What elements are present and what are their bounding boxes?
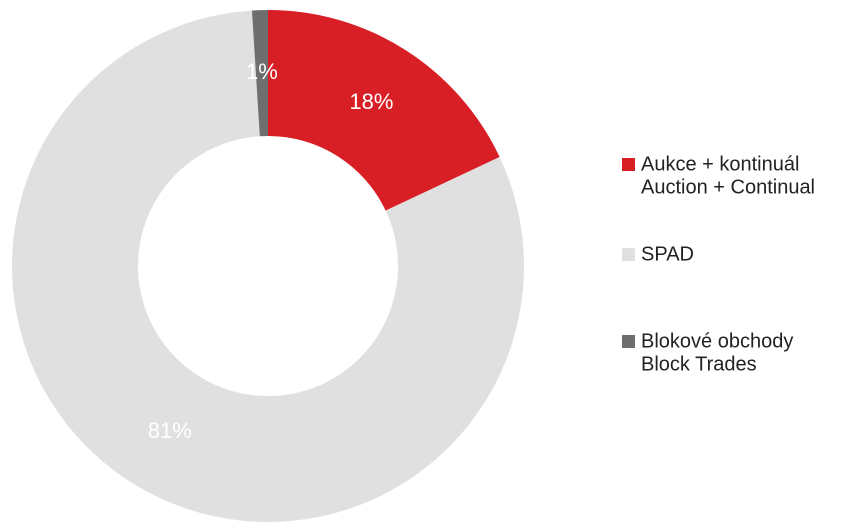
legend-label: SPAD	[641, 243, 694, 265]
data-label: 81%	[148, 418, 192, 443]
legend-swatch	[622, 158, 635, 171]
donut-slice	[12, 10, 525, 522]
legend-label: Block Trades	[641, 353, 757, 375]
legend-label: Aukce + kontinuál	[641, 153, 799, 175]
legend-swatch	[622, 335, 635, 348]
legend-label: Auction + Continual	[641, 176, 815, 198]
donut-slice	[251, 10, 268, 137]
donut-slice	[268, 10, 500, 211]
legend-swatch	[622, 248, 635, 261]
data-label: 1%	[246, 59, 278, 84]
legend-label: Blokové obchody	[641, 330, 793, 352]
data-label: 18%	[349, 89, 393, 114]
